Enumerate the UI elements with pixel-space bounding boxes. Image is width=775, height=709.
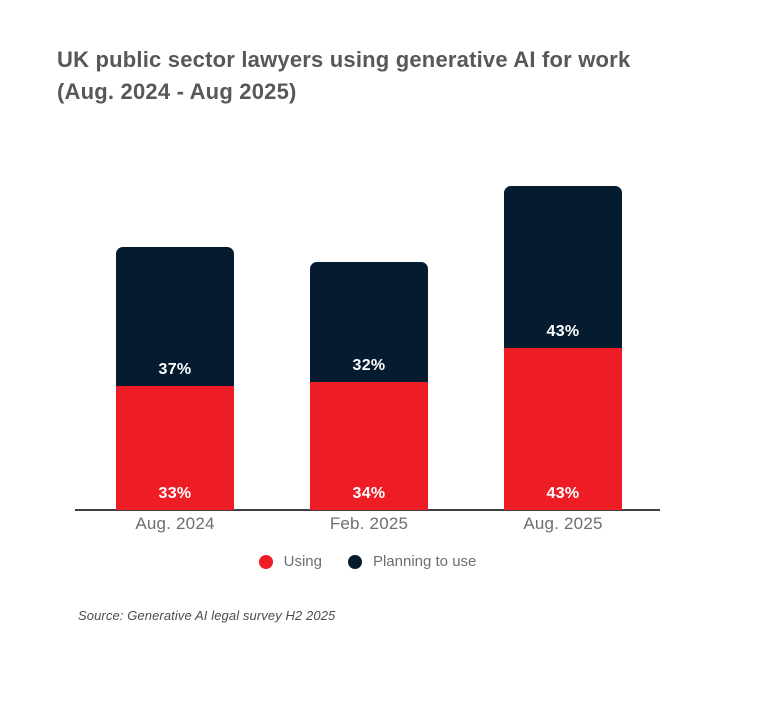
legend-swatch-icon [347,554,362,569]
bar-value-label: 43% [546,323,580,340]
source-note: Source: Generative AI legal survey H2 20… [78,608,336,623]
bar-value-label: 33% [158,485,192,502]
x-axis-label: Aug. 2024 [135,514,215,533]
legend: Using Planning to use [75,553,660,570]
x-axis-label: Feb. 2025 [329,514,409,533]
legend-label: Planning to use [372,553,477,570]
bar-value-label: 34% [352,485,386,502]
bar-value-label: 32% [352,357,386,374]
x-axis-label: Aug. 2025 [523,514,603,533]
bar-segment-planning-to-use: 43% [504,186,622,348]
bar-value-label: 37% [158,361,192,378]
legend-item-using: Using [258,553,322,570]
legend-label: Using [283,553,322,570]
bar-segment-using: 33% [116,386,234,510]
chart-title: UK public sector lawyers using generativ… [57,47,631,104]
bar-value-label: 43% [546,485,580,502]
bar-segment-using: 34% [310,382,428,510]
legend-item-planning-to-use: Planning to use [347,553,477,570]
bar-aug-2025: 43% 43% [504,186,622,510]
legend-swatch-icon [258,554,273,569]
plot-area: 33% 37% Aug. 2024 34% 32% Feb. 2025 43% 43% Aug.… [75,186,660,533]
x-axis-line [75,509,660,511]
bar-segment-planning-to-use: 32% [310,262,428,382]
bar-segment-using: 43% [504,348,622,510]
bar-aug-2024: 33% 37% [116,247,234,510]
bar-segment-planning-to-use: 37% [116,247,234,386]
bar-feb-2025: 34% 32% [310,262,428,510]
